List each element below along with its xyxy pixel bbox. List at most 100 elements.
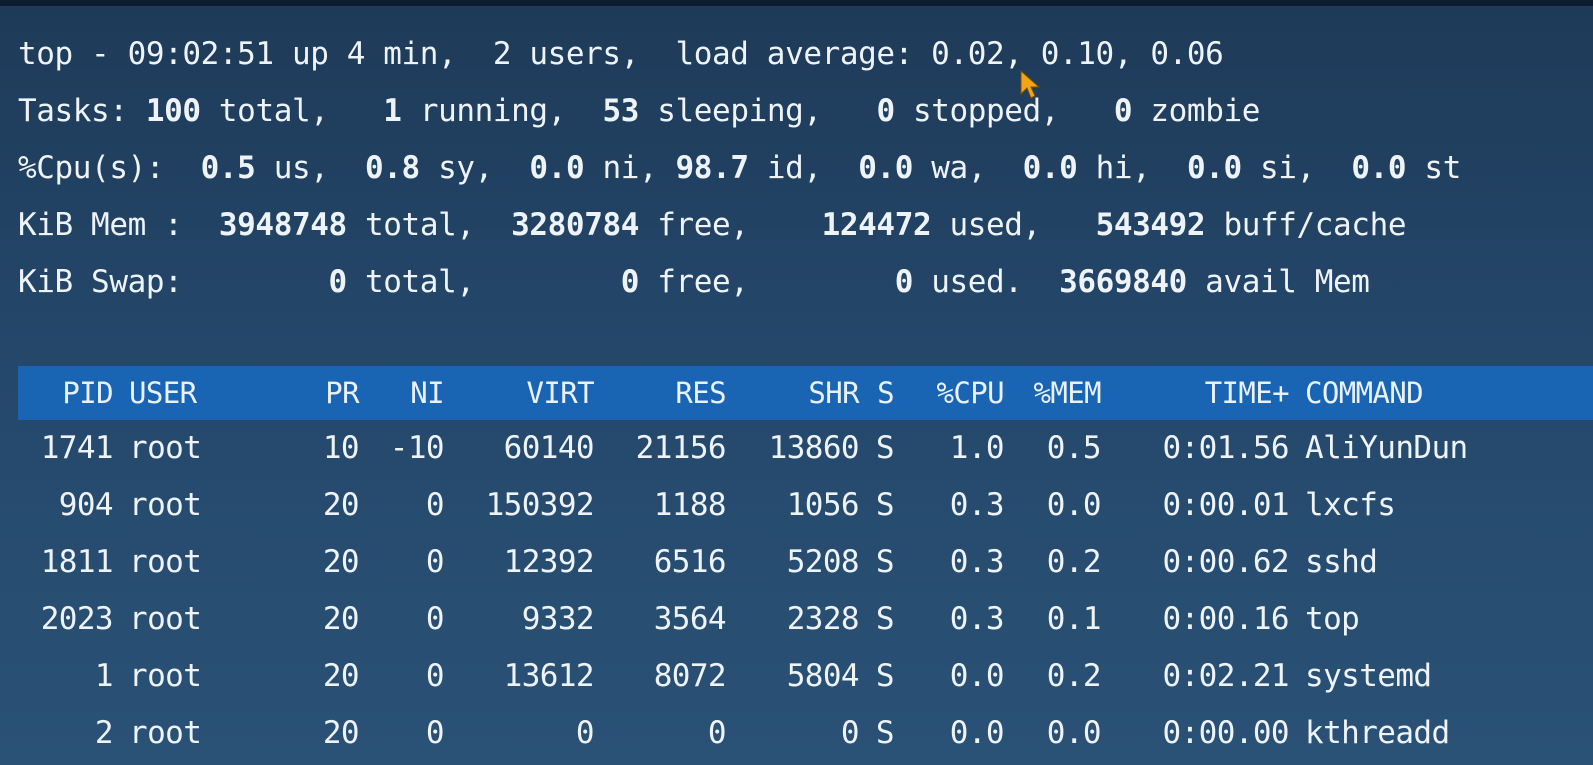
cell-cpu: 0.0 — [949, 658, 1005, 694]
cell-time: 0:00.00 — [1162, 715, 1290, 751]
cell-s: S — [875, 658, 895, 694]
mem-used-label: used, — [931, 207, 1096, 243]
cpu-st-label: st — [1406, 150, 1461, 186]
cell-user: root — [129, 487, 202, 523]
cell-s: S — [875, 430, 895, 466]
cpu-hi-label: hi, — [1077, 150, 1187, 186]
tasks-sleeping-label: sleeping, — [639, 93, 877, 129]
cpu-wa-label: wa, — [913, 150, 1023, 186]
cell-command: top — [1305, 601, 1360, 637]
cell-pr: 20 — [322, 715, 360, 751]
summary-uptime-line: top - 09:02:51 up 4 min, 2 users, load a… — [18, 26, 1593, 83]
cell-pid: 2023 — [40, 601, 114, 637]
swap-free-label: free, — [638, 264, 895, 300]
cell-cpu: 0.0 — [949, 715, 1005, 751]
process-table-header: PID USER PR NI VIRT RES SHR S %CPU %MEM TIME+ COMMA… — [18, 366, 1593, 420]
cell-s: S — [875, 487, 895, 523]
cpu-sy-label: sy, — [419, 150, 530, 186]
cpu-sy: 0.8 — [365, 150, 420, 186]
cell-virt: 0 — [575, 715, 595, 751]
cell-time: 0:00.62 — [1162, 544, 1290, 580]
swap-avail-label: avail Mem — [1186, 264, 1370, 300]
mem-free-label: free, — [639, 207, 822, 243]
cpu-us-label: us, — [255, 150, 366, 186]
swap-used-label: used. — [912, 264, 1060, 300]
mem-free: 3280784 — [511, 207, 639, 243]
swap-used: 0 — [894, 264, 914, 300]
tasks-zombie: 0 — [1113, 93, 1133, 129]
table-row[interactable]: 904 root 20 0 150392 1188 1056 S 0.3 0.0 0:00.01 lx… — [18, 477, 1593, 534]
cell-cpu: 0.3 — [949, 544, 1005, 580]
col-s: S — [877, 376, 894, 410]
cell-mem: 0.2 — [1046, 544, 1102, 580]
cell-shr: 2328 — [786, 601, 860, 637]
col-virt: VIRT — [526, 376, 595, 410]
cpu-id: 98.7 — [675, 150, 749, 186]
cell-shr: 5208 — [786, 544, 860, 580]
cell-ni: 0 — [425, 487, 445, 523]
cell-s: S — [875, 544, 895, 580]
cell-cpu: 1.0 — [949, 430, 1005, 466]
tasks-total-label: total, — [200, 93, 384, 129]
col-time: TIME+ — [1204, 376, 1290, 410]
cell-pr: 20 — [322, 658, 360, 694]
table-row[interactable]: 1741 root 10 -10 60140 21156 13860 S 1.0 0.5 0:01.… — [18, 420, 1593, 477]
table-row[interactable]: 1811 root 20 0 12392 6516 5208 S 0.3 0.2 0:00.62 ss… — [18, 534, 1593, 591]
cell-command: AliYunDun — [1305, 430, 1468, 466]
mem-label: KiB Mem : — [18, 207, 219, 243]
mem-total: 3948748 — [218, 207, 347, 243]
summary-cpu-line: %Cpu(s): 0.5 us, 0.8 sy, 0.0 ni, 98.7 id… — [18, 140, 1593, 197]
mem-cache-label: buff/cache — [1205, 207, 1407, 243]
tasks-sleeping: 53 — [602, 93, 639, 129]
cell-pid: 2 — [94, 715, 114, 751]
col-res: RES — [675, 376, 726, 410]
cell-command: lxcfs — [1305, 487, 1396, 523]
cell-cpu: 0.3 — [949, 601, 1005, 637]
mouse-pointer-icon — [1020, 69, 1041, 99]
col-mem: %MEM — [1033, 376, 1102, 410]
cell-mem: 0.1 — [1046, 601, 1102, 637]
cell-ni: 0 — [425, 658, 445, 694]
blank-line — [18, 311, 1593, 366]
cell-pid: 1811 — [40, 544, 114, 580]
cell-time: 0:02.21 — [1162, 658, 1290, 694]
swap-total: 0 — [328, 264, 347, 300]
col-ni: NI — [410, 376, 444, 410]
cell-virt: 9332 — [521, 601, 595, 637]
cell-pid: 1741 — [40, 430, 114, 466]
table-row[interactable]: 1 root 20 0 13612 8072 5804 S 0.0 0.2 0:02.21 syste… — [18, 648, 1593, 705]
tasks-stopped: 0 — [876, 93, 895, 129]
col-pr: PR — [325, 376, 359, 410]
mem-cache: 543492 — [1095, 207, 1206, 243]
window-top-edge — [0, 0, 1593, 6]
cell-pr: 20 — [322, 544, 360, 580]
cell-command: sshd — [1305, 544, 1378, 580]
terminal-window[interactable]: top - 09:02:51 up 4 min, 2 users, load a… — [18, 26, 1593, 762]
cell-ni: 0 — [425, 601, 445, 637]
tasks-label: Tasks: — [18, 93, 146, 129]
mem-used: 124472 — [821, 207, 932, 243]
cell-mem: 0.0 — [1046, 487, 1102, 523]
cell-pid: 904 — [58, 487, 114, 523]
table-row[interactable]: 2 root 20 0 0 0 0 S 0.0 0.0 0:00.00 kthreadd — [18, 705, 1593, 762]
cell-res: 3564 — [653, 601, 727, 637]
cell-user: root — [129, 430, 202, 466]
cell-shr: 13860 — [768, 430, 860, 466]
col-command: COMMAND — [1305, 376, 1424, 410]
cell-mem: 0.2 — [1046, 658, 1102, 694]
mem-total-label: total, — [346, 207, 512, 243]
cell-res: 1188 — [653, 487, 727, 523]
swap-avail: 3669840 — [1059, 264, 1187, 300]
cell-shr: 0 — [840, 715, 860, 751]
table-row[interactable]: 2023 root 20 0 9332 3564 2328 S 0.3 0.1 0:00.16 top — [18, 591, 1593, 648]
cell-command: kthreadd — [1305, 715, 1450, 751]
cpu-hi: 0.0 — [1022, 150, 1078, 186]
cell-user: root — [129, 544, 202, 580]
cpu-st: 0.0 — [1351, 150, 1407, 186]
cell-mem: 0.0 — [1046, 715, 1102, 751]
cell-ni: 0 — [425, 544, 445, 580]
col-user: USER — [129, 376, 197, 410]
cpu-label: %Cpu(s): — [18, 150, 201, 186]
cell-res: 6516 — [653, 544, 727, 580]
cell-user: root — [129, 658, 202, 694]
